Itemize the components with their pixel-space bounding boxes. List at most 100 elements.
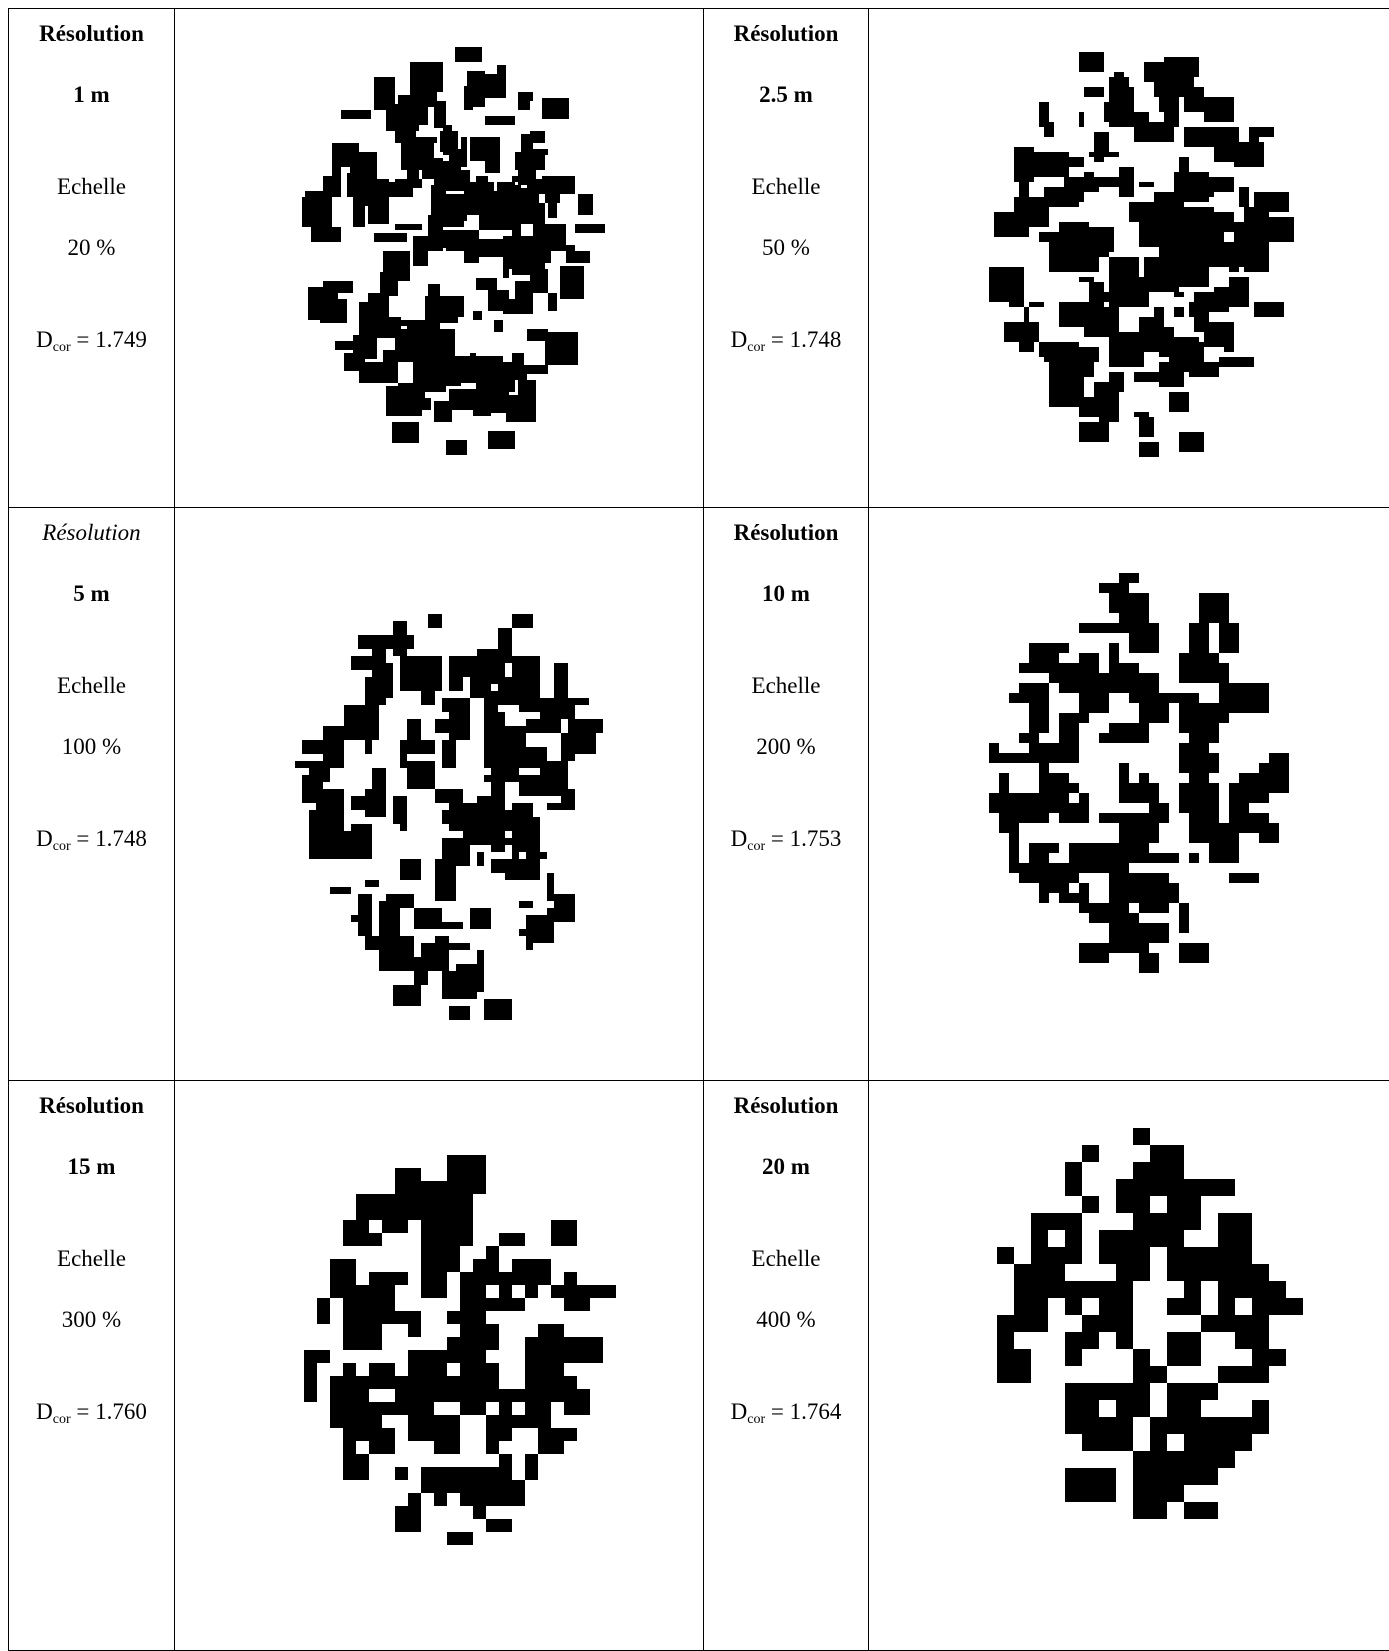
building-block	[1159, 212, 1179, 242]
resolution-label: Résolution	[704, 1091, 868, 1121]
building-block	[1169, 337, 1199, 367]
building-block	[499, 1480, 525, 1506]
building-block	[547, 873, 554, 901]
building-block	[330, 1402, 343, 1415]
dcor: Dcor = 1.764	[704, 1397, 868, 1427]
building-block	[460, 1194, 473, 1207]
building-block	[304, 1350, 330, 1363]
building-block	[1179, 432, 1204, 452]
scale: 100 %	[9, 732, 174, 762]
building-block	[1031, 1213, 1048, 1247]
building-block	[1116, 1264, 1133, 1281]
building-block	[486, 1246, 499, 1259]
building-block	[1133, 1502, 1150, 1519]
dcor-subscript: cor	[747, 1412, 765, 1427]
building-block	[1139, 953, 1159, 973]
building-block	[377, 320, 407, 326]
building-block	[408, 1493, 421, 1506]
building-block	[425, 296, 458, 323]
building-block	[382, 1402, 395, 1415]
building-block	[1139, 417, 1154, 437]
building-block	[566, 251, 590, 263]
map-image	[929, 17, 1329, 487]
building-block	[1134, 372, 1164, 382]
building-block	[392, 395, 419, 416]
building-block	[486, 1428, 499, 1454]
building-block	[505, 859, 540, 880]
building-block	[1094, 382, 1119, 397]
building-block	[369, 1428, 395, 1454]
building-block	[505, 747, 519, 761]
map-cell	[175, 1081, 704, 1651]
building-block	[1150, 1179, 1167, 1196]
building-block	[540, 698, 568, 712]
building-block	[343, 1441, 356, 1454]
building-block	[1259, 763, 1289, 793]
building-block	[1079, 422, 1109, 442]
building-block	[365, 170, 374, 197]
building-block	[408, 1415, 447, 1441]
building-block	[486, 1415, 525, 1428]
building-block	[1019, 863, 1049, 883]
building-block	[561, 733, 575, 761]
building-block	[330, 1259, 356, 1298]
building-block	[1133, 1213, 1150, 1247]
building-block	[1029, 302, 1044, 307]
building-block	[421, 691, 435, 705]
building-block	[365, 796, 386, 810]
building-block	[323, 176, 341, 197]
building-block	[1167, 1417, 1184, 1434]
dcor-symbol: D	[731, 327, 748, 352]
building-block	[1089, 903, 1109, 923]
building-block	[1065, 1332, 1082, 1366]
building-block	[365, 824, 372, 859]
building-block	[395, 1168, 421, 1194]
building-block	[447, 1220, 460, 1233]
building-block	[470, 908, 491, 929]
building-block	[525, 1259, 551, 1285]
building-block	[1059, 713, 1089, 723]
building-block	[1094, 237, 1109, 257]
building-block	[1184, 1383, 1218, 1400]
building-block	[1039, 773, 1069, 793]
building-block	[1114, 72, 1124, 77]
building-block	[1189, 793, 1209, 803]
building-block	[1252, 1400, 1269, 1434]
building-block	[1199, 603, 1229, 623]
building-block	[410, 62, 443, 92]
building-block	[1219, 357, 1254, 367]
building-block	[395, 329, 431, 362]
building-block	[1031, 1247, 1048, 1264]
building-block	[1133, 1349, 1150, 1366]
building-block	[575, 719, 603, 733]
building-block	[1014, 1315, 1048, 1332]
building-block	[525, 1285, 538, 1298]
building-block	[525, 1376, 564, 1402]
building-block	[435, 789, 456, 803]
building-block	[379, 936, 407, 971]
building-block	[1059, 813, 1079, 823]
building-block	[539, 203, 545, 230]
building-block	[440, 131, 458, 152]
label-cell: Résolution 20 m Echelle 400 % Dcor = 1.7…	[704, 1081, 869, 1651]
building-block	[407, 740, 435, 754]
building-block	[1029, 743, 1059, 763]
building-block	[477, 852, 484, 866]
building-block	[1184, 1264, 1201, 1298]
building-block	[1133, 1128, 1150, 1145]
building-block	[989, 793, 1019, 813]
building-block	[358, 894, 372, 922]
building-block	[1099, 1417, 1116, 1451]
building-block	[1209, 177, 1234, 192]
building-block	[1034, 152, 1069, 177]
building-block	[1082, 1332, 1099, 1349]
building-block	[1009, 823, 1019, 843]
building-block	[434, 1467, 447, 1493]
building-block	[351, 656, 372, 670]
building-block	[1133, 1247, 1150, 1264]
building-block	[538, 1324, 564, 1337]
building-block	[518, 92, 533, 101]
dcor-value: = 1.753	[771, 826, 841, 851]
building-block	[1065, 1383, 1099, 1400]
building-block	[1184, 72, 1194, 102]
